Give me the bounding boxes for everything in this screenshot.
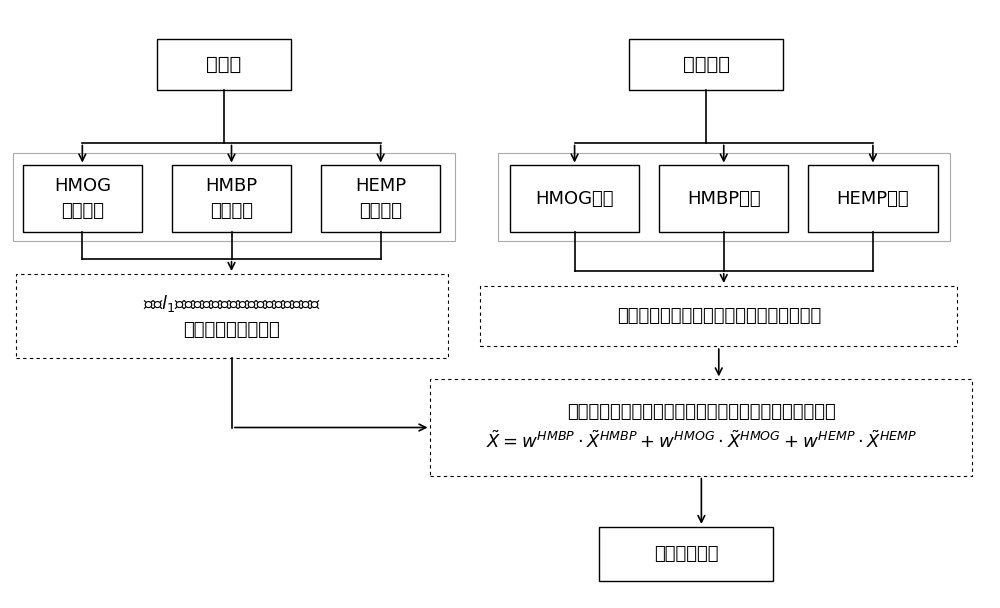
Text: HEMP特征: HEMP特征 — [837, 190, 909, 207]
Bar — [172, 165, 291, 232]
Text: 利用权值向量，对三个稀疏表示模型的稀疏系数加权融合
$\tilde{X}=w^{HMBP}\cdot\tilde{X}^{HMBP}+w^{HMOG}\cdot: 利用权值向量，对三个稀疏表示模型的稀疏系数加权融合 $\tilde{X}=w^{… — [486, 403, 917, 452]
Bar — [13, 153, 455, 241]
Bar — [480, 286, 957, 346]
Text: 通过$\it{l}_1$正则化最小二乘优化权值的方法求得
三个稀疏字典的权值: 通过$\it{l}_1$正则化最小二乘优化权值的方法求得 三个稀疏字典的权值 — [143, 293, 321, 339]
Bar — [498, 153, 950, 241]
Text: HMOG
稀疏字典: HMOG 稀疏字典 — [54, 177, 111, 220]
Bar — [629, 39, 783, 90]
Text: 训练集: 训练集 — [206, 55, 242, 74]
Text: 测试样本: 测试样本 — [683, 55, 730, 74]
Bar — [16, 274, 448, 358]
Text: 求取不同特征在对应稀疏字典上的稀疏系数: 求取不同特征在对应稀疏字典上的稀疏系数 — [617, 307, 821, 325]
Text: HEMP
稀疏字典: HEMP 稀疏字典 — [355, 177, 406, 220]
Text: HMBP
稀疏字典: HMBP 稀疏字典 — [205, 177, 258, 220]
Bar — [510, 165, 639, 232]
Bar — [23, 165, 142, 232]
Bar — [430, 379, 972, 475]
Bar — [157, 39, 291, 90]
Text: HMOG特征: HMOG特征 — [535, 190, 614, 207]
Bar — [321, 165, 440, 232]
Bar — [808, 165, 938, 232]
Bar — [599, 527, 773, 581]
Text: HMBP特征: HMBP特征 — [687, 190, 761, 207]
Bar — [659, 165, 788, 232]
Text: 最终分类结果: 最终分类结果 — [654, 545, 719, 563]
